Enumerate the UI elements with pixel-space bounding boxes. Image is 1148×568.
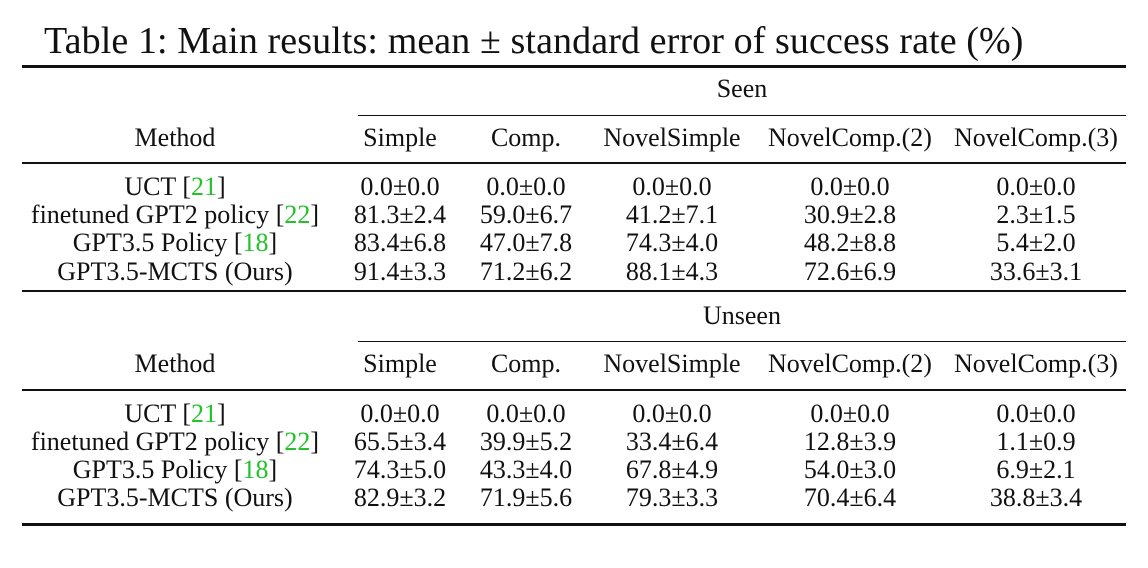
value-cell: 0.0±0.0	[996, 172, 1076, 201]
column-header-simple: Simple	[363, 349, 437, 378]
unseen-column-header-row: Method Simple Comp. NovelSimple NovelCom…	[22, 350, 1126, 378]
value-cell: 70.4±6.4	[803, 483, 897, 512]
column-header-simple: Simple	[363, 123, 437, 152]
citation-link[interactable]: 18	[242, 455, 269, 484]
value-cell: 39.9±5.2	[479, 427, 573, 456]
value-cell: 0.0±0.0	[810, 172, 890, 201]
column-header-novel-comp-2: NovelComp.(2)	[768, 123, 932, 152]
value-cell: 12.8±3.9	[803, 427, 897, 456]
citation-link[interactable]: 21	[191, 399, 218, 428]
value-cell: 47.0±7.8	[479, 228, 573, 257]
citation-link[interactable]: 22	[284, 427, 311, 456]
value-cell: 74.3±5.0	[353, 455, 447, 484]
value-cell: 82.9±3.2	[353, 483, 447, 512]
value-cell: 0.0±0.0	[996, 399, 1076, 428]
value-cell: 38.8±3.4	[989, 483, 1083, 512]
value-cell: 0.0±0.0	[360, 399, 440, 428]
table-row: UCT [21] 0.0±0.0 0.0±0.0 0.0±0.0 0.0±0.0…	[22, 173, 1126, 201]
citation-link[interactable]: 18	[242, 228, 269, 257]
value-cell: 88.1±4.3	[625, 257, 719, 286]
value-cell: 0.0±0.0	[632, 172, 712, 201]
table-row: finetuned GPT2 policy [22] 81.3±2.4 59.0…	[22, 201, 1126, 229]
column-header-comp: Comp.	[490, 123, 562, 152]
method-name: finetuned GPT2 policy [22]	[30, 200, 320, 229]
value-cell: 33.6±3.1	[989, 257, 1083, 286]
value-cell: 0.0±0.0	[360, 172, 440, 201]
seen-header-rule	[22, 162, 1126, 164]
value-cell: 54.0±3.0	[803, 455, 897, 484]
bottom-rule	[22, 523, 1126, 526]
value-cell: 83.4±6.8	[353, 228, 447, 257]
value-cell: 2.3±1.5	[996, 200, 1076, 229]
value-cell: 5.4±2.0	[996, 228, 1076, 257]
value-cell: 67.8±4.9	[625, 455, 719, 484]
method-name: GPT3.5 Policy [18]	[72, 455, 278, 484]
value-cell: 79.3±3.3	[625, 483, 719, 512]
table-row: GPT3.5 Policy [18] 74.3±5.0 43.3±4.0 67.…	[22, 456, 1126, 484]
table-row: GPT3.5-MCTS (Ours) 91.4±3.3 71.2±6.2 88.…	[22, 258, 1126, 286]
value-cell: 41.2±7.1	[625, 200, 719, 229]
method-header: Method	[134, 349, 216, 378]
value-cell: 0.0±0.0	[486, 172, 566, 201]
value-cell: 0.0±0.0	[810, 399, 890, 428]
column-header-novel-simple: NovelSimple	[603, 349, 741, 378]
method-name: GPT3.5-MCTS (Ours)	[57, 483, 293, 512]
unseen-group-label: Unseen	[703, 301, 781, 330]
value-cell: 30.9±2.8	[803, 200, 897, 229]
unseen-group-rule	[358, 341, 1126, 342]
value-cell: 1.1±0.9	[996, 427, 1076, 456]
seen-group-header-row: Seen	[22, 75, 1126, 103]
value-cell: 48.2±8.8	[803, 228, 897, 257]
value-cell: 91.4±3.3	[353, 257, 447, 286]
citation-link[interactable]: 22	[284, 200, 311, 229]
value-cell: 0.0±0.0	[486, 399, 566, 428]
value-cell: 74.3±4.0	[625, 228, 719, 257]
value-cell: 6.9±2.1	[996, 455, 1076, 484]
top-rule	[22, 65, 1126, 68]
section-divider-rule	[22, 290, 1126, 292]
method-name: GPT3.5 Policy [18]	[72, 228, 278, 257]
value-cell: 59.0±6.7	[479, 200, 573, 229]
table-row: finetuned GPT2 policy [22] 65.5±3.4 39.9…	[22, 428, 1126, 456]
method-name: finetuned GPT2 policy [22]	[30, 427, 320, 456]
table-caption: Table 1: Main results: mean ± standard e…	[44, 20, 1024, 62]
table-row: UCT [21] 0.0±0.0 0.0±0.0 0.0±0.0 0.0±0.0…	[22, 400, 1126, 428]
value-cell: 33.4±6.4	[625, 427, 719, 456]
value-cell: 43.3±4.0	[479, 455, 573, 484]
column-header-novel-simple: NovelSimple	[603, 123, 741, 152]
unseen-header-rule	[22, 389, 1126, 391]
method-name: GPT3.5-MCTS (Ours)	[57, 257, 293, 286]
column-header-novel-comp-3: NovelComp.(3)	[954, 123, 1118, 152]
unseen-group-header-row: Unseen	[22, 302, 1126, 330]
citation-link[interactable]: 21	[191, 172, 218, 201]
column-header-novel-comp-3: NovelComp.(3)	[954, 349, 1118, 378]
method-name: UCT [21]	[124, 399, 226, 428]
value-cell: 71.2±6.2	[479, 257, 573, 286]
table-row: GPT3.5-MCTS (Ours) 82.9±3.2 71.9±5.6 79.…	[22, 484, 1126, 512]
value-cell: 65.5±3.4	[353, 427, 447, 456]
table-row: GPT3.5 Policy [18] 83.4±6.8 47.0±7.8 74.…	[22, 229, 1126, 257]
seen-column-header-row: Method Simple Comp. NovelSimple NovelCom…	[22, 124, 1126, 152]
value-cell: 81.3±2.4	[353, 200, 447, 229]
value-cell: 72.6±6.9	[803, 257, 897, 286]
seen-group-label: Seen	[716, 74, 768, 103]
method-header: Method	[134, 123, 216, 152]
value-cell: 71.9±5.6	[479, 483, 573, 512]
column-header-comp: Comp.	[490, 349, 562, 378]
value-cell: 0.0±0.0	[632, 399, 712, 428]
method-name: UCT [21]	[124, 172, 226, 201]
column-header-novel-comp-2: NovelComp.(2)	[768, 349, 932, 378]
seen-group-rule	[358, 115, 1126, 116]
